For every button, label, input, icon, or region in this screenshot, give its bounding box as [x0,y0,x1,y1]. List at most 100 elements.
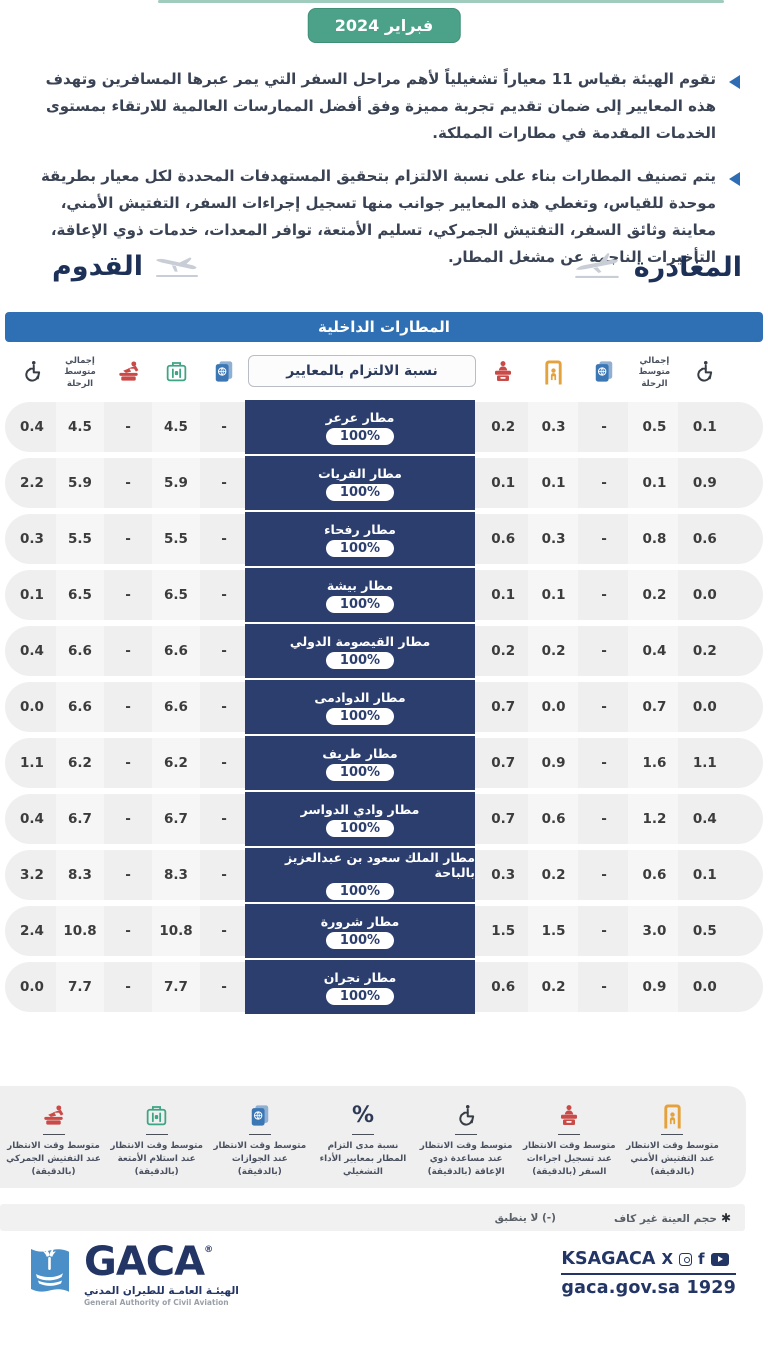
arrival-value: 6.6 [68,699,92,715]
arrival-values: 0.4 6.6 - 6.6 - [8,626,248,676]
facebook-icon[interactable]: f [698,1250,705,1268]
trip-average-header: إجمالي متوسط الرحلة [629,346,679,400]
departure-values: 0.1 0.1 - 0.2 0.0 [478,570,730,620]
airport-name: مطار نجران [323,969,397,985]
youtube-icon[interactable] [710,1252,729,1266]
arrival-value: - [221,755,227,771]
departure-value: 0.1 [642,475,667,491]
legend-item: متوسط وقت الانتظار عند التفتيش الجمركي (… [4,1099,103,1180]
arrival-value: - [125,979,131,995]
departure-value: 0.3 [491,867,516,883]
arrival-value: 1.1 [20,755,44,771]
airport-name: مطار شرورة [320,913,400,929]
table-row: 0.4 4.5 - 4.5 - مطار عرعر 100% 0.2 0.3 - 0.5 0.1 [0,400,768,454]
gaca-name-arabic: الهيئـة العامـة للطيران المدني [84,1285,239,1297]
airport-cell: مطار الدوادمى 100% [245,680,475,734]
arrival-value: 6.2 [164,755,188,771]
intro-paragraph-text: يتم تصنيف المطارات بناء على نسبة الالتزا… [40,167,716,266]
arrival-value: - [221,867,227,883]
gaca-flag-icon [26,1243,74,1303]
departure-value: 0.2 [541,643,566,659]
website-link[interactable]: gaca.gov.sa 1929 [561,1278,736,1298]
column-stripe [528,626,578,676]
passport-icon [213,359,235,388]
departure-values: 0.7 0.0 - 0.7 0.0 [478,682,730,732]
departure-value: 0.4 [692,811,717,827]
arrival-value: - [221,531,227,547]
compliance-badge: 100% [325,483,395,501]
arrival-value: 4.5 [68,419,92,435]
departure-value: - [601,531,607,547]
column-stripe [528,514,578,564]
column-stripe [628,906,678,956]
airport-cell: مطار رفحاء 100% [245,512,475,566]
arrival-value: 6.6 [164,643,188,659]
arrival-value: 7.7 [164,979,188,995]
departure-values: 0.1 0.1 - 0.1 0.9 [478,458,730,508]
column-stripe [628,570,678,620]
arrival-value: - [221,923,227,939]
departure-value: 3.0 [642,923,667,939]
departure-value: - [601,811,607,827]
instagram-icon[interactable] [679,1252,693,1266]
registered-mark: ® [204,1245,214,1255]
arrival-value: - [125,419,131,435]
departures-section-header: المغادرة [572,250,742,284]
arrival-value: - [125,475,131,491]
column-stripe [152,682,200,732]
departure-value: 0.9 [642,979,667,995]
x-twitter-icon[interactable]: X [661,1250,674,1268]
arrival-value: 8.3 [68,867,92,883]
arrival-columns-header: إجمالي متوسط الرحلة [8,346,248,400]
column-stripe [56,514,104,564]
column-stripe [152,570,200,620]
column-stripe [628,794,678,844]
arrival-values: 0.4 6.7 - 6.7 - [8,794,248,844]
compliance-badge: 100% [325,707,395,725]
intro-paragraph-text: تقوم الهيئة بقياس 11 معياراً تشغيلياً لأ… [45,70,716,142]
table-row: 0.3 5.5 - 5.5 - مطار رفحاء 100% 0.6 0.3 - 0.8 0.6 [0,512,768,566]
departure-values: 0.6 0.3 - 0.8 0.6 [478,514,730,564]
compliance-badge: 100% [325,931,395,949]
table-row: 0.4 6.6-6.6- مطار القيصومة الدولي 100% 0.2 0.… [0,624,768,678]
airport-name: مطار طريف [322,745,398,761]
departure-value: 0.2 [642,587,667,603]
compliance-badge: 100% [325,883,395,900]
airport-name: مطار القريات [318,465,402,481]
departure-value: 0.0 [692,699,717,715]
compliance-badge: 100% [325,987,395,1005]
departure-value: 0.5 [642,419,667,435]
arrival-value: 5.5 [164,531,188,547]
legend-label: متوسط وقت الانتظار عند مساعدة ذوي الإعاق… [419,1141,513,1178]
legend-underline [455,1134,478,1135]
arrival-value: 5.5 [68,531,92,547]
legend-underline [351,1134,374,1135]
column-stripe [628,962,678,1012]
baggage-icon [107,1099,206,1131]
airports-table: 0.4 4.5-4.5- مطار عرعر 100% 0.2 0.3-0.5 0.1 2.2… [0,400,768,1018]
arrival-value: 6.6 [68,643,92,659]
airport-name: مطار رفحاء [324,521,396,537]
arrival-value: 7.7 [68,979,92,995]
arrival-value: - [221,811,227,827]
trip-average-label: إجمالي متوسط الرحلة [638,355,671,389]
departure-value: 0.5 [692,923,717,939]
arrival-value: 2.4 [20,923,44,939]
arrival-value: 0.4 [20,419,44,435]
arrival-value: 0.3 [20,531,44,547]
airport-cell: مطار عرعر 100% [245,400,475,454]
wheelchair-icon-wrap [8,346,56,400]
gaca-name-english: General Authority of Civil Aviation [84,1298,229,1307]
arrival-values: 1.1 6.2 - 6.2 - [8,738,248,788]
column-stripe [628,626,678,676]
departure-value: 0.7 [491,811,516,827]
departure-value: 0.1 [541,475,566,491]
airport-name: مطار القيصومة الدولي [289,633,431,649]
column-stripe [628,514,678,564]
compliance-column-header: نسبة الالتزام بالمعايير [248,355,476,387]
departure-value: 0.0 [692,979,717,995]
column-stripe [528,794,578,844]
column-stripe [56,794,104,844]
legend-item: % نسبة مدى التزام المطار بمعايير الأداء ا… [313,1099,412,1180]
arrival-value: 6.7 [68,811,92,827]
